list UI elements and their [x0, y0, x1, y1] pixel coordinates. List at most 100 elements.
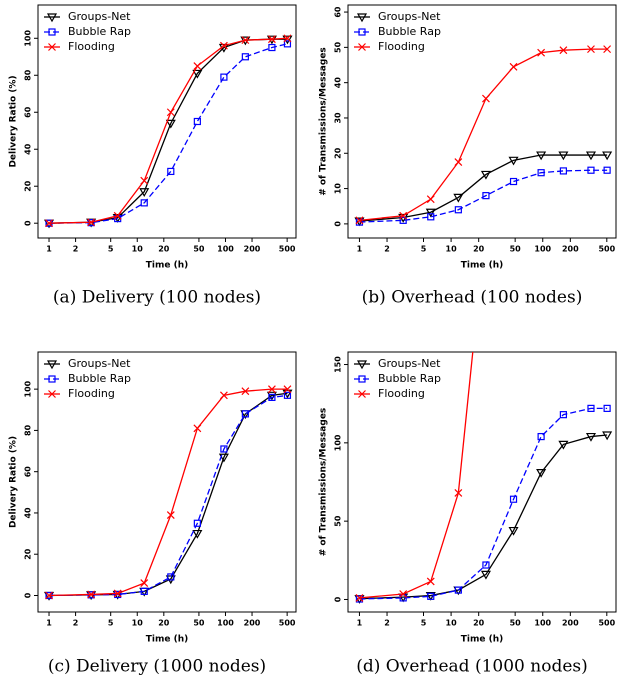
- x-tick-label: 100: [217, 619, 234, 628]
- point: [167, 573, 175, 581]
- point: [268, 43, 276, 52]
- y-tick-label: 0: [24, 592, 33, 598]
- legend-label: Bubble Rap: [378, 25, 441, 38]
- y-tick-label: 60: [334, 6, 343, 18]
- x-tick-label: 200: [244, 245, 261, 254]
- legend-label: Flooding: [68, 387, 115, 400]
- point: [166, 108, 175, 117]
- x-tick-label: 1: [46, 619, 52, 628]
- x-tick-label: 200: [244, 619, 261, 628]
- series-line: [49, 37, 288, 224]
- point: [167, 167, 175, 176]
- y-tick-label: 100: [334, 434, 343, 451]
- y-tick-label: 60: [24, 466, 33, 478]
- point: [425, 208, 436, 218]
- point: [559, 411, 567, 419]
- series-line: [359, 352, 474, 599]
- x-tick-label: 500: [279, 619, 296, 628]
- y-tick-label: 10: [334, 183, 343, 195]
- point: [283, 34, 292, 43]
- point: [241, 36, 250, 45]
- panel: 1 2 5 10 20 50 100 200 500 0 10 20 30 40 50 60 Time (h) #…: [319, 4, 617, 308]
- point: [356, 360, 368, 370]
- point: [355, 595, 364, 603]
- point: [48, 390, 56, 398]
- point: [558, 151, 569, 161]
- caption: (a) Delivery (100 nodes): [53, 288, 261, 308]
- point: [587, 45, 595, 54]
- y-tick-label: 20: [24, 548, 33, 560]
- point: [537, 48, 546, 57]
- point: [585, 432, 597, 442]
- point: [482, 192, 490, 200]
- x-tick-label: 100: [534, 619, 551, 628]
- x-tick-label: 1: [357, 619, 363, 628]
- point: [508, 526, 519, 536]
- point: [536, 469, 547, 478]
- point: [220, 445, 228, 453]
- point: [399, 216, 407, 224]
- point: [358, 28, 366, 36]
- series-line: [49, 43, 288, 224]
- x-tick-label: 50: [193, 619, 205, 628]
- x-axis-label: Time (h): [146, 635, 188, 645]
- point: [427, 213, 435, 221]
- x-tick-label: 50: [510, 245, 522, 254]
- legend-label: Flooding: [378, 40, 425, 53]
- x-tick-label: 5: [421, 619, 427, 628]
- plot-area: [43, 34, 293, 229]
- x-tick-label: 10: [446, 245, 458, 254]
- x-tick-label: 20: [158, 245, 170, 254]
- series-line: [49, 394, 288, 597]
- point: [48, 28, 56, 36]
- point: [139, 188, 150, 197]
- point: [45, 591, 53, 600]
- y-tick-label: 0: [334, 596, 343, 602]
- point: [283, 40, 292, 48]
- legend-label: Groups-Net: [68, 10, 131, 23]
- point: [426, 577, 435, 586]
- x-tick-label: 200: [562, 619, 579, 628]
- x-tick-label: 2: [384, 619, 390, 628]
- point: [559, 46, 568, 55]
- y-tick-label: 30: [334, 112, 343, 124]
- point: [480, 570, 491, 580]
- x-tick-label: 10: [132, 619, 144, 628]
- x-tick-label: 5: [421, 245, 427, 254]
- point: [509, 62, 518, 71]
- point: [140, 579, 149, 588]
- series-line: [359, 407, 608, 600]
- point: [218, 453, 229, 463]
- point: [241, 387, 250, 396]
- legend-label: Groups-Net: [378, 357, 441, 370]
- plot-area: [43, 385, 293, 601]
- point: [166, 511, 175, 519]
- x-tick-label: 50: [193, 245, 205, 254]
- y-tick-label: 20: [334, 147, 343, 159]
- point: [48, 375, 56, 383]
- x-axis-label: Time (h): [146, 261, 188, 271]
- point: [192, 529, 203, 539]
- y-tick-label: 80: [24, 424, 33, 436]
- legend-label: Bubble Rap: [378, 372, 441, 385]
- point: [603, 404, 611, 412]
- y-tick-label: 100: [24, 380, 33, 397]
- point: [193, 117, 201, 126]
- point: [508, 156, 519, 166]
- point: [114, 590, 122, 599]
- x-axis-label: Time (h): [461, 261, 503, 271]
- point: [509, 177, 518, 186]
- point: [282, 389, 293, 399]
- point: [399, 594, 407, 602]
- point: [266, 391, 277, 401]
- x-tick-label: 5: [108, 245, 114, 254]
- x-tick-label: 2: [73, 245, 79, 254]
- point: [193, 62, 202, 70]
- point: [355, 216, 364, 225]
- point: [165, 119, 176, 129]
- caption: (b) Overhead (100 nodes): [362, 288, 583, 308]
- y-axis-label: # of Transmissions/Messages: [319, 47, 329, 196]
- point: [587, 404, 595, 412]
